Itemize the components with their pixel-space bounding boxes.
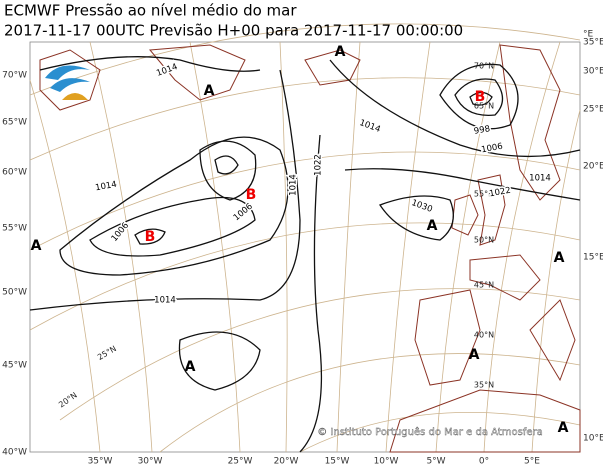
coastlines <box>39 44 581 453</box>
right-axis-label: 10°E <box>583 434 603 444</box>
right-axis-label: 30°E <box>583 67 603 77</box>
bottom-axis-label: 5°E <box>524 457 540 467</box>
bottom-axis-label: 0° <box>479 457 489 467</box>
right-axis-label: 35°E <box>583 38 603 48</box>
isobar-label: 1014 <box>289 174 299 196</box>
high-pressure-marker: A <box>469 347 480 363</box>
bottom-axis-label: 35°W <box>88 457 113 467</box>
logo-shape <box>62 93 88 100</box>
isobar-label: 1014 <box>529 174 551 184</box>
bottom-axis-label: 30°W <box>138 457 163 467</box>
right-axis-label: °E <box>583 30 594 40</box>
bottom-axis-label: 15°W <box>325 457 350 467</box>
bottom-axis-label: 5°W <box>426 457 445 467</box>
high-pressure-marker: A <box>31 238 42 254</box>
latitude-label: 45°N <box>474 281 494 290</box>
credit: © Instituto Português do Mar e da Atmosf… <box>317 426 542 438</box>
left-axis-label: 65°W <box>2 118 27 128</box>
bottom-axis-label: 25°W <box>228 457 253 467</box>
latitude-label: 40°N <box>474 331 494 340</box>
logo <box>45 65 90 100</box>
bottom-axis-label: 10°W <box>374 457 399 467</box>
high-pressure-marker: A <box>427 218 438 234</box>
left-axis-label: 50°W <box>2 288 27 298</box>
high-pressure-marker: A <box>554 250 565 266</box>
left-axis-label: 70°W <box>2 71 27 81</box>
right-axis-label: 15°E <box>583 253 603 263</box>
low-pressure-marker: B <box>145 229 156 245</box>
latitude-label: 35°N <box>474 381 494 390</box>
map-frame <box>29 41 581 453</box>
bottom-axis-label: 20°W <box>274 457 299 467</box>
high-pressure-marker: A <box>185 359 196 375</box>
left-axis-label: 45°W <box>2 361 27 371</box>
high-pressure-marker: A <box>558 420 569 436</box>
logo-shape <box>45 65 90 80</box>
subtitle: 2017-11-17 00UTC Previsão H+00 para 2017… <box>4 22 463 40</box>
isobar-label: 998 <box>473 124 491 137</box>
left-axis-label: 60°W <box>2 168 27 178</box>
isobar-label: 1014 <box>154 296 176 306</box>
isobar-label: 1022 <box>314 154 324 176</box>
latitude-label: 55°N <box>474 190 494 199</box>
graticule <box>29 23 581 453</box>
high-pressure-marker: A <box>335 44 346 60</box>
latitude-label: 65°N <box>474 102 494 111</box>
title: ECMWF Pressão ao nível médio do mar <box>4 2 297 20</box>
left-axis-label: 40°W <box>2 448 27 458</box>
left-axis-label: 55°W <box>2 224 27 234</box>
low-pressure-marker: B <box>246 187 257 203</box>
right-axis-label: 20°E <box>583 162 603 172</box>
logo-shape <box>50 78 90 92</box>
high-pressure-marker: A <box>204 83 215 99</box>
isobars <box>29 56 581 453</box>
latitude-label: 70°N <box>474 62 494 71</box>
latitude-label: 50°N <box>474 236 494 245</box>
low-pressure-marker: B <box>475 89 486 105</box>
right-axis-label: 25°E <box>583 105 603 115</box>
